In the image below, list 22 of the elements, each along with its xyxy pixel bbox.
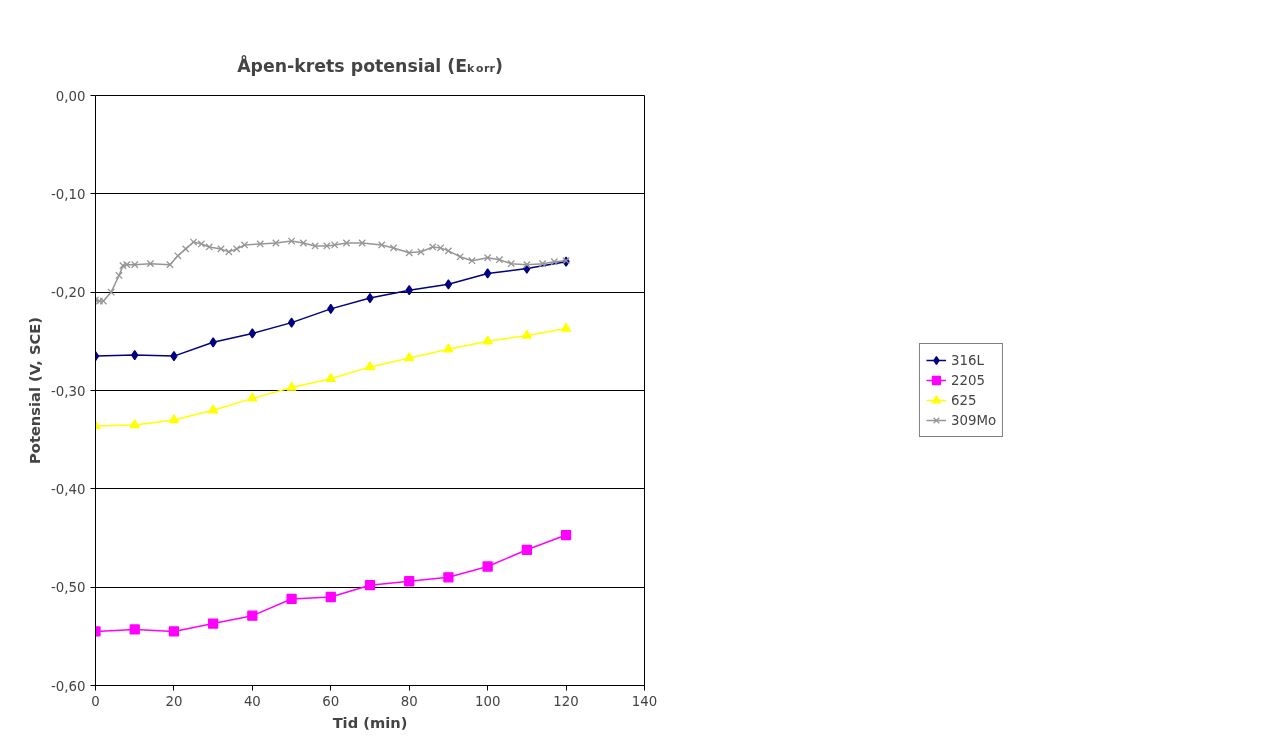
legend-label: 625	[950, 392, 977, 408]
y-tick-label: -0,40	[51, 481, 86, 497]
y-tick-label: -0,10	[51, 186, 86, 202]
y-tick-label: -0,30	[51, 383, 86, 399]
x-tick-label: 20	[165, 693, 183, 709]
x-axis-title: Tid (min)	[332, 713, 408, 731]
x-tick-label: 100	[474, 693, 501, 709]
x-tick-label: 80	[400, 693, 418, 709]
legend-label: 316L	[950, 352, 984, 368]
legend-label: 309Mo	[950, 412, 997, 428]
x-tick-label: 60	[322, 693, 340, 709]
legend-label: 2205	[950, 372, 985, 388]
x-tick-label: 140	[631, 693, 658, 709]
y-tick-label: -0,20	[51, 285, 86, 301]
chart-title: Åpen-krets potensial (Eₖₒᵣᵣ)	[237, 53, 503, 76]
x-tick-label: 120	[553, 693, 579, 709]
y-tick-label: 0,00	[55, 88, 86, 104]
x-tick-label: 0	[91, 693, 100, 709]
y-axis-title: Potensial (V, SCE)	[26, 317, 44, 464]
y-tick-label: -0,50	[51, 580, 86, 596]
x-tick-label: 40	[243, 693, 261, 709]
y-tick-label: -0,60	[51, 678, 86, 694]
